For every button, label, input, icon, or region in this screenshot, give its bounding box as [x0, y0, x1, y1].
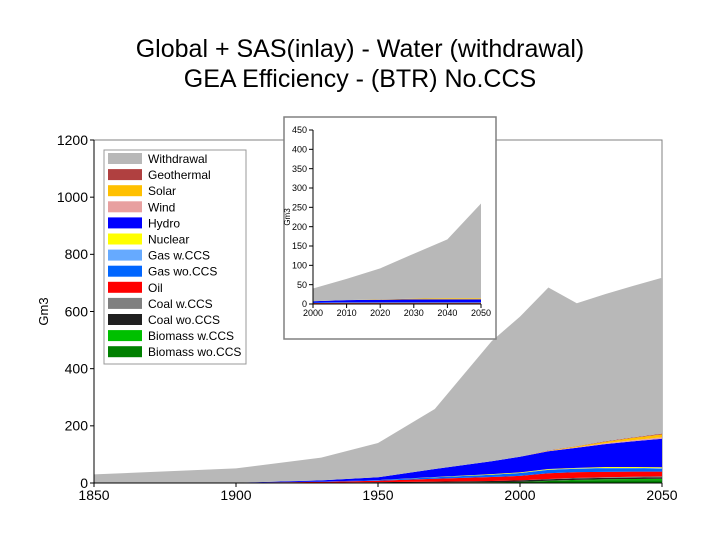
main-area-coal-wo-ccs	[94, 477, 662, 483]
main-area-gas-wo-ccs	[94, 468, 662, 483]
legend-swatch-gas-w-ccs	[108, 249, 142, 261]
legend-label-solar: Solar	[148, 184, 176, 198]
legend-swatch-wind	[108, 201, 142, 213]
main-y-tick-label-400: 400	[65, 361, 89, 377]
inset-y-tick-label-200: 200	[292, 222, 307, 232]
inset-x-tick-label-2040: 2040	[437, 308, 457, 318]
inset-y-tick-label-0: 0	[302, 299, 307, 309]
inset-y-tick-label-300: 300	[292, 183, 307, 193]
chart-title-line-1: Global + SAS(inlay) - Water (withdrawal)	[135, 35, 585, 63]
inset-y-axis-label: Gm3	[283, 208, 292, 226]
inset-x-tick-label-2020: 2020	[370, 308, 390, 318]
inset-x-tick-label-2030: 2030	[404, 308, 424, 318]
main-y-tick-label-800: 800	[65, 246, 89, 262]
legend-label-nuclear: Nuclear	[148, 233, 189, 247]
chart-title-line-2: GEA Efficiency - (BTR) No.CCS	[183, 65, 537, 93]
inset-y-tick-label-150: 150	[292, 241, 307, 251]
main-x-tick-label-1850: 1850	[78, 487, 109, 503]
legend-label-oil: Oil	[148, 281, 163, 295]
main-y-tick-label-600: 600	[65, 303, 89, 319]
main-y-axis-label: Gm3	[36, 297, 51, 325]
legend-label-biomass-w-ccs: Biomass w.CCS	[148, 329, 234, 343]
legend-swatch-coal-w-ccs	[108, 297, 142, 309]
legend-label-hydro: Hydro	[148, 216, 180, 230]
legend-label-coal-w-ccs: Coal w.CCS	[148, 297, 213, 311]
inset-x-tick-label-2050: 2050	[471, 308, 491, 318]
main-y-tick-label-200: 200	[65, 418, 89, 434]
legend-swatch-nuclear	[108, 233, 142, 245]
main-area-hydro	[94, 438, 662, 483]
legend-swatch-geothermal	[108, 169, 142, 181]
main-y-tick-label-1000: 1000	[57, 189, 88, 205]
legend-swatch-biomass-w-ccs	[108, 330, 142, 342]
inset-area-hydro	[313, 299, 481, 303]
legend-label-gas-wo-ccs: Gas wo.CCS	[148, 265, 217, 279]
legend-label-geothermal: Geothermal	[148, 168, 211, 182]
legend-swatch-hydro	[108, 217, 142, 229]
main-area-withdrawal	[94, 277, 662, 483]
legend: Withdrawal Geothermal Solar Wind Hydro Nuclea…	[103, 149, 247, 365]
legend-swatch-solar	[108, 185, 142, 197]
inset-x-tick-label-2010: 2010	[337, 308, 357, 318]
inset-y-tick-label-250: 250	[292, 202, 307, 212]
legend-label-withdrawal: Withdrawal	[148, 152, 207, 166]
main-area-biomass-wo-ccs	[94, 480, 662, 483]
main-area-oil	[94, 471, 662, 483]
legend-swatch-biomass-wo-ccs	[108, 346, 142, 358]
main-area-biomass-w-ccs	[94, 478, 662, 483]
inset-y-tick-label-100: 100	[292, 260, 307, 270]
legend-label-wind: Wind	[148, 200, 175, 214]
inset-y-tick-label-400: 400	[292, 144, 307, 154]
inset-chart: 0 50 100 150 200 250 300 350 400 450 2000 2010 2020 2…	[283, 125, 491, 318]
legend-swatch-oil	[108, 281, 142, 293]
main-y-tick-label-0: 0	[80, 475, 88, 491]
main-x-tick-label-2000: 2000	[504, 487, 535, 503]
legend-swatch-withdrawal	[108, 153, 142, 164]
legend-label-gas-w-ccs: Gas w.CCS	[148, 249, 210, 263]
main-x-tick-label-1900: 1900	[220, 487, 251, 503]
main-y-tick-label-1200: 1200	[57, 132, 88, 148]
inset-y-tick-label-50: 50	[297, 280, 307, 290]
main-x-tick-label-2050: 2050	[646, 487, 677, 503]
inset-area-gas-wo-ccs	[313, 302, 481, 303]
inset-area-solar	[313, 298, 481, 302]
legend-label-biomass-wo-ccs: Biomass wo.CCS	[148, 345, 241, 359]
main-x-tick-label-1950: 1950	[362, 487, 393, 503]
inset-area-withdrawal	[313, 203, 481, 302]
legend-label-coal-wo-ccs: Coal wo.CCS	[148, 313, 220, 327]
inset-y-tick-label-450: 450	[292, 125, 307, 135]
legend-swatch-coal-wo-ccs	[108, 314, 142, 325]
inset-area-oil	[313, 302, 481, 304]
inset-x-tick-label-2000: 2000	[303, 308, 323, 318]
legend-swatch-gas-wo-ccs	[108, 265, 142, 277]
inset-y-tick-label-350: 350	[292, 164, 307, 174]
